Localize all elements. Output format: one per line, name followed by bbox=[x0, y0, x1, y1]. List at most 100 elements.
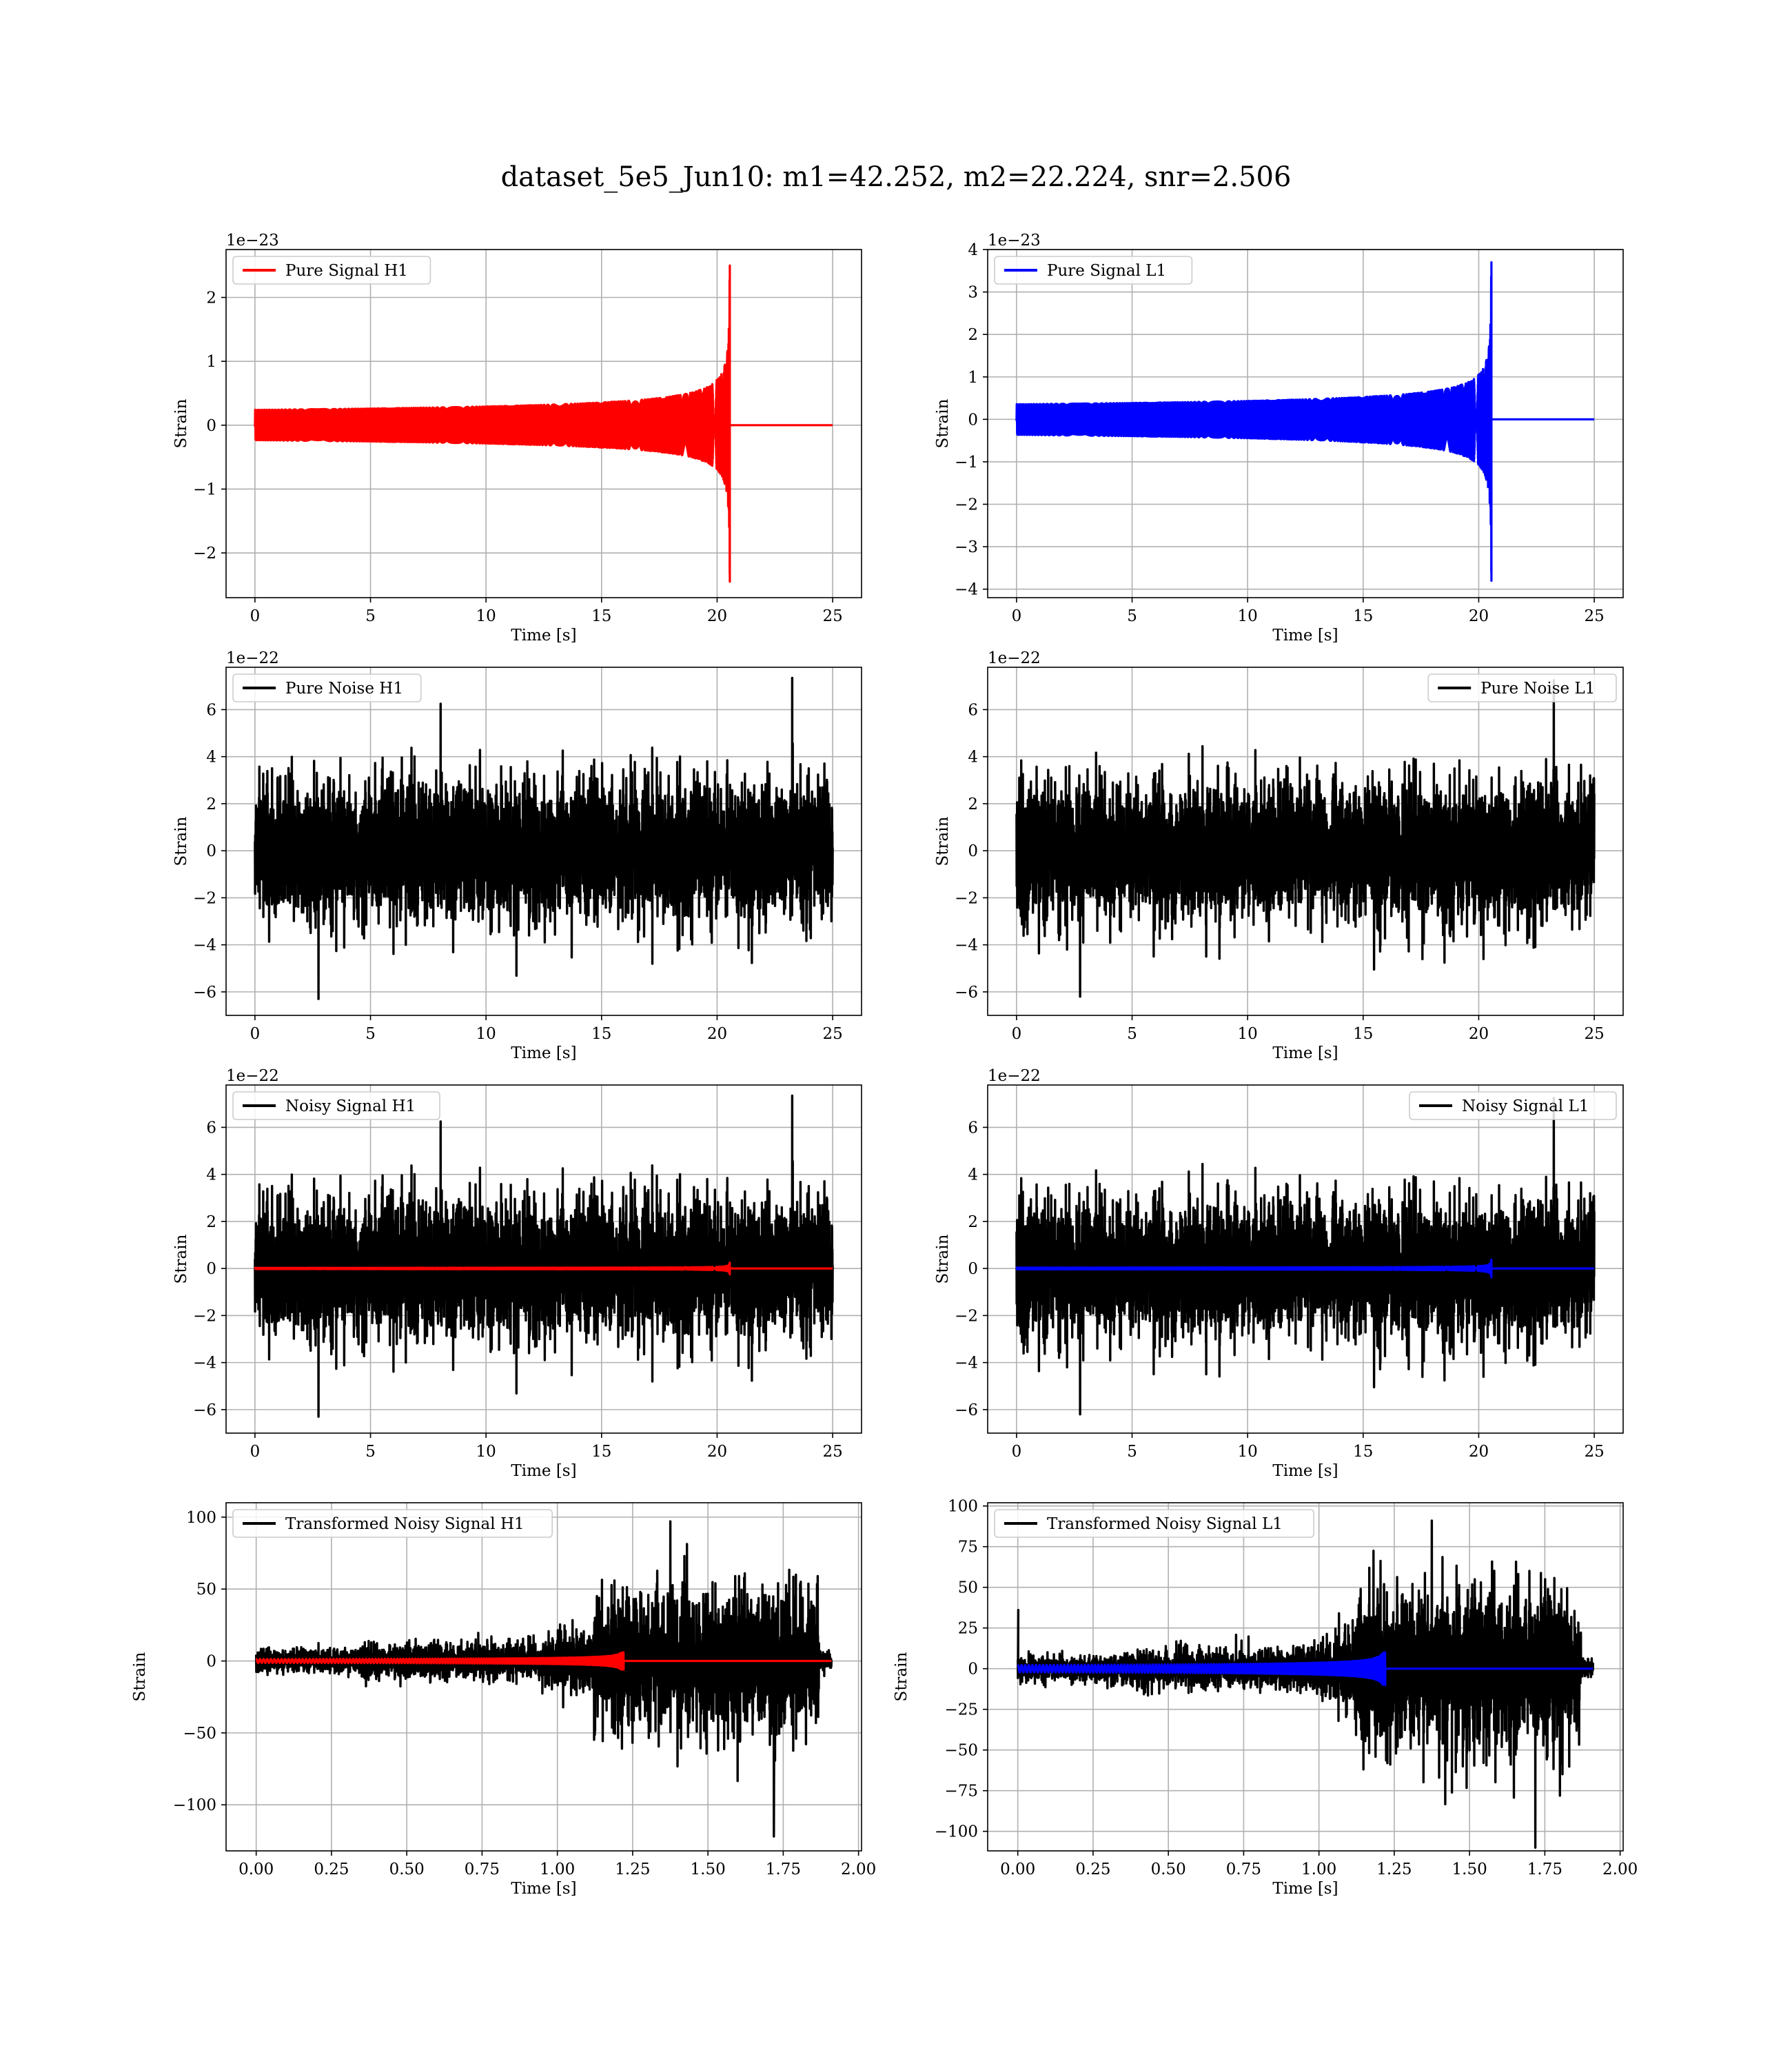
y-axis-label: Strain bbox=[172, 1234, 190, 1284]
legend-box bbox=[232, 673, 422, 702]
axes-frame bbox=[987, 667, 1624, 1016]
x-axis-label: Time [s] bbox=[511, 1462, 576, 1480]
legend-label: Transformed Noisy Signal H1 bbox=[285, 1515, 525, 1533]
y-tick-label: −2 bbox=[193, 889, 216, 907]
y-tick-label: −6 bbox=[193, 984, 216, 1002]
legend: Transformed Noisy Signal L1 bbox=[994, 1509, 1315, 1538]
x-tick-label: 25 bbox=[1584, 1443, 1604, 1461]
y-tick-label: −2 bbox=[955, 496, 978, 514]
axes-frame bbox=[987, 1502, 1624, 1852]
series-line-pure-noise-h1 bbox=[254, 676, 834, 1000]
x-tick-label: 0 bbox=[250, 607, 261, 625]
x-tick-label: 20 bbox=[1469, 607, 1489, 625]
y-tick-label: −2 bbox=[193, 1307, 216, 1325]
chart-panel-pure-noise-h1: 0 5 10 15 20 25 −6 −4 −2 0 2 4 6 Time [s] Strain 1e−22 P… bbox=[172, 649, 862, 1062]
x-tick-label: 0.00 bbox=[238, 1861, 274, 1878]
x-tick-label: 0.00 bbox=[1000, 1861, 1035, 1878]
legend-box bbox=[232, 1509, 553, 1538]
y-tick-label: −100 bbox=[935, 1823, 978, 1841]
x-tick-label: 20 bbox=[707, 1443, 727, 1461]
x-tick-label: 0.50 bbox=[1151, 1861, 1186, 1878]
y-tick-label: 2 bbox=[968, 1213, 978, 1231]
x-tick-label: 0.25 bbox=[1075, 1861, 1110, 1878]
x-tick-label: 1.25 bbox=[1376, 1861, 1412, 1878]
chart-panel-pure-noise-l1: 0 5 10 15 20 25 −6 −4 −2 0 2 4 6 Time [s] Strain 1e−22 P… bbox=[934, 649, 1624, 1062]
y-offset-text: 1e−23 bbox=[226, 232, 279, 250]
y-axis-label: Strain bbox=[934, 398, 952, 448]
y-tick-label: 100 bbox=[948, 1498, 978, 1516]
y-tick-label: 2 bbox=[206, 795, 216, 813]
chart-panel-pure-signal-l1: 0 5 10 15 20 25 −4 −3 −2 −1 0 1 2 3 4 Time [s] Strain 1e−… bbox=[934, 232, 1624, 645]
y-tick-label: 2 bbox=[206, 289, 216, 307]
y-tick-label: 2 bbox=[206, 1213, 216, 1231]
y-tick-label: −3 bbox=[955, 538, 978, 556]
y-tick-label: 1 bbox=[206, 353, 216, 371]
x-tick-label: 25 bbox=[822, 1025, 842, 1043]
chart-panel-pure-signal-h1: 0 5 10 15 20 25 −2 −1 0 1 2 Time [s] Strain 1e−23 Pure… bbox=[172, 232, 862, 645]
chart-panel-noisy-signal-h1: 0 5 10 15 20 25 −6 −4 −2 0 2 4 6 Time [s] Strain 1e−22 N… bbox=[172, 1067, 862, 1480]
x-tick-label: 25 bbox=[822, 1443, 842, 1461]
legend-box bbox=[1427, 673, 1617, 702]
legend: Noisy Signal H1 bbox=[232, 1091, 440, 1120]
y-tick-label: −50 bbox=[183, 1725, 216, 1743]
legend-label: Pure Signal L1 bbox=[1047, 262, 1166, 280]
y-tick-label: 0 bbox=[968, 842, 978, 860]
y-axis-label: Strain bbox=[131, 1652, 149, 1701]
legend-label: Pure Noise L1 bbox=[1480, 680, 1595, 698]
y-tick-label: −100 bbox=[173, 1796, 216, 1814]
y-axis-label: Strain bbox=[172, 816, 190, 866]
x-tick-label: 0.75 bbox=[465, 1861, 500, 1878]
y-tick-label: 3 bbox=[968, 284, 978, 302]
chart-panel-noisy-signal-l1: 0 5 10 15 20 25 −6 −4 −2 0 2 4 6 Time [s] Strain 1e−22 N… bbox=[934, 1067, 1624, 1480]
axes-frame bbox=[987, 249, 1624, 598]
y-tick-label: −50 bbox=[944, 1742, 978, 1760]
x-tick-label: 10 bbox=[1238, 607, 1258, 625]
y-tick-label: −4 bbox=[193, 937, 216, 955]
y-tick-label: 0 bbox=[968, 1661, 978, 1679]
series-line-signal-overlay-1 bbox=[255, 1651, 833, 1671]
x-tick-label: 1.75 bbox=[1527, 1861, 1562, 1878]
y-axis-label: Strain bbox=[172, 398, 190, 448]
y-tick-label: 25 bbox=[958, 1620, 978, 1638]
y-tick-label: −6 bbox=[193, 1401, 216, 1419]
y-tick-label: 6 bbox=[968, 701, 978, 719]
y-tick-label: 0 bbox=[206, 1653, 216, 1671]
x-axis-label: Time [s] bbox=[511, 627, 576, 645]
x-tick-label: 10 bbox=[476, 607, 496, 625]
x-tick-label: 25 bbox=[1584, 1025, 1604, 1043]
series-line-pure-signal-l1 bbox=[1015, 261, 1596, 582]
y-tick-label: 0 bbox=[968, 411, 978, 429]
legend: Pure Noise L1 bbox=[1427, 673, 1617, 702]
x-tick-label: 25 bbox=[822, 607, 842, 625]
x-tick-label: 25 bbox=[1584, 607, 1604, 625]
legend: Pure Signal H1 bbox=[232, 256, 431, 285]
x-tick-label: 15 bbox=[1353, 607, 1373, 625]
legend-label: Noisy Signal L1 bbox=[1462, 1097, 1589, 1115]
series-line-noisy-signal-l1 bbox=[1015, 1097, 1596, 1416]
legend: Pure Noise H1 bbox=[232, 673, 422, 702]
series-line-signal-overlay-1 bbox=[254, 1261, 834, 1276]
legend: Noisy Signal L1 bbox=[1409, 1091, 1617, 1120]
y-tick-label: 1 bbox=[968, 369, 978, 387]
legend-box bbox=[232, 1091, 440, 1120]
chart-panel-transformed-noisy-signal-h1: 0.00 0.25 0.50 0.75 1.00 1.25 1.50 1.75 2.00 −100… bbox=[131, 1502, 876, 1898]
axes-frame bbox=[225, 667, 862, 1016]
y-tick-label: 4 bbox=[968, 1166, 978, 1184]
y-tick-label: −1 bbox=[955, 454, 978, 472]
x-tick-label: 1.50 bbox=[1452, 1861, 1487, 1878]
y-tick-label: 100 bbox=[186, 1509, 216, 1527]
y-tick-label: −25 bbox=[944, 1701, 978, 1719]
series-line-noisy-signal-h1 bbox=[254, 1094, 834, 1418]
x-tick-label: 20 bbox=[707, 1025, 727, 1043]
x-tick-label: 20 bbox=[1469, 1443, 1489, 1461]
y-tick-label: −2 bbox=[955, 1307, 978, 1325]
x-tick-label: 0.25 bbox=[314, 1861, 349, 1878]
y-tick-label: 4 bbox=[206, 1166, 216, 1184]
x-tick-label: 15 bbox=[591, 1443, 611, 1461]
legend-box bbox=[994, 1509, 1315, 1538]
x-tick-label: 5 bbox=[365, 1443, 376, 1461]
x-tick-label: 15 bbox=[1353, 1443, 1373, 1461]
legend-box bbox=[994, 256, 1193, 285]
axes-frame bbox=[225, 1084, 862, 1434]
y-tick-label: 6 bbox=[968, 1119, 978, 1137]
